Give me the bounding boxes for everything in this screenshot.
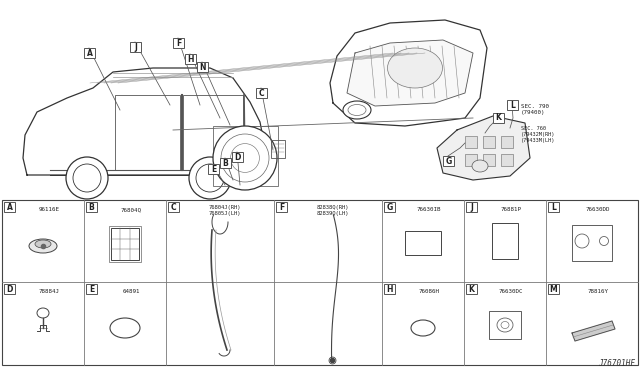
Bar: [173, 38, 184, 48]
Bar: [208, 164, 219, 174]
Bar: [507, 100, 518, 110]
Text: 76630DC: 76630DC: [499, 289, 524, 294]
Bar: [465, 136, 477, 148]
Text: 78816Y: 78816Y: [588, 289, 609, 294]
Text: SEC. 790
(79400): SEC. 790 (79400): [521, 104, 549, 115]
Bar: [86, 202, 97, 212]
Bar: [183, 95, 243, 170]
Text: E: E: [89, 285, 94, 294]
Ellipse shape: [387, 48, 442, 88]
Bar: [256, 88, 267, 98]
Bar: [483, 154, 495, 166]
Bar: [492, 223, 518, 259]
Bar: [466, 202, 477, 212]
Text: H: H: [188, 55, 194, 64]
Bar: [168, 202, 179, 212]
Text: 82838Q(RH): 82838Q(RH): [317, 205, 349, 210]
Bar: [2, 200, 638, 365]
Bar: [384, 202, 395, 212]
Bar: [548, 202, 559, 212]
Polygon shape: [437, 116, 530, 180]
Text: K: K: [495, 113, 501, 122]
Text: 76804J(RH): 76804J(RH): [209, 205, 241, 210]
Bar: [185, 54, 196, 64]
Bar: [220, 158, 231, 168]
Bar: [405, 231, 441, 255]
Ellipse shape: [35, 240, 51, 248]
Bar: [501, 136, 513, 148]
Ellipse shape: [29, 239, 57, 253]
Bar: [111, 228, 139, 260]
Bar: [443, 156, 454, 166]
Text: J76701HF: J76701HF: [598, 359, 635, 368]
Bar: [115, 95, 180, 170]
Text: 76804Q: 76804Q: [120, 207, 141, 212]
Text: F: F: [176, 38, 181, 48]
Text: 76630IB: 76630IB: [417, 207, 441, 212]
Bar: [4, 284, 15, 294]
Text: A: A: [86, 48, 92, 58]
Text: A: A: [6, 202, 12, 212]
Text: G: G: [387, 202, 392, 212]
Text: L: L: [510, 100, 515, 109]
Text: H: H: [387, 285, 393, 294]
Bar: [483, 136, 495, 148]
Bar: [493, 113, 504, 123]
Polygon shape: [572, 321, 615, 341]
Ellipse shape: [213, 126, 277, 190]
Text: J: J: [134, 42, 137, 51]
Bar: [109, 226, 141, 262]
Polygon shape: [347, 40, 473, 106]
Bar: [384, 284, 395, 294]
Bar: [84, 48, 95, 58]
Text: 76630DD: 76630DD: [586, 207, 611, 212]
Text: D: D: [234, 153, 241, 161]
Bar: [572, 225, 612, 261]
Bar: [197, 62, 208, 72]
Bar: [4, 202, 15, 212]
Text: 76805J(LH): 76805J(LH): [209, 211, 241, 216]
Bar: [232, 152, 243, 162]
Text: M: M: [550, 285, 557, 294]
Text: SEC. 760
(79432M(RH)
(79433M(LH): SEC. 760 (79432M(RH) (79433M(LH): [521, 126, 556, 142]
Text: K: K: [468, 285, 474, 294]
Text: L: L: [551, 202, 556, 212]
Text: E: E: [211, 164, 216, 173]
Ellipse shape: [343, 101, 371, 119]
Text: G: G: [445, 157, 452, 166]
Text: B: B: [88, 202, 94, 212]
Text: 82839Q(LH): 82839Q(LH): [317, 211, 349, 216]
Bar: [465, 154, 477, 166]
Text: 96116E: 96116E: [38, 207, 60, 212]
Ellipse shape: [66, 157, 108, 199]
Bar: [501, 154, 513, 166]
Ellipse shape: [189, 157, 231, 199]
Text: C: C: [171, 202, 176, 212]
Bar: [271, 140, 285, 158]
Text: C: C: [259, 89, 264, 97]
Text: F: F: [279, 202, 284, 212]
Ellipse shape: [472, 160, 488, 172]
Bar: [213, 126, 278, 186]
Text: D: D: [6, 285, 13, 294]
Bar: [276, 202, 287, 212]
Text: 76881P: 76881P: [500, 207, 522, 212]
Bar: [130, 42, 141, 52]
Text: N: N: [199, 62, 205, 71]
Bar: [489, 311, 521, 339]
Bar: [466, 284, 477, 294]
Bar: [548, 284, 559, 294]
Text: J: J: [470, 202, 473, 212]
Text: 64891: 64891: [122, 289, 140, 294]
Bar: [86, 284, 97, 294]
Text: B: B: [223, 158, 228, 167]
Text: 76086H: 76086H: [419, 289, 440, 294]
Text: 78884J: 78884J: [38, 289, 60, 294]
